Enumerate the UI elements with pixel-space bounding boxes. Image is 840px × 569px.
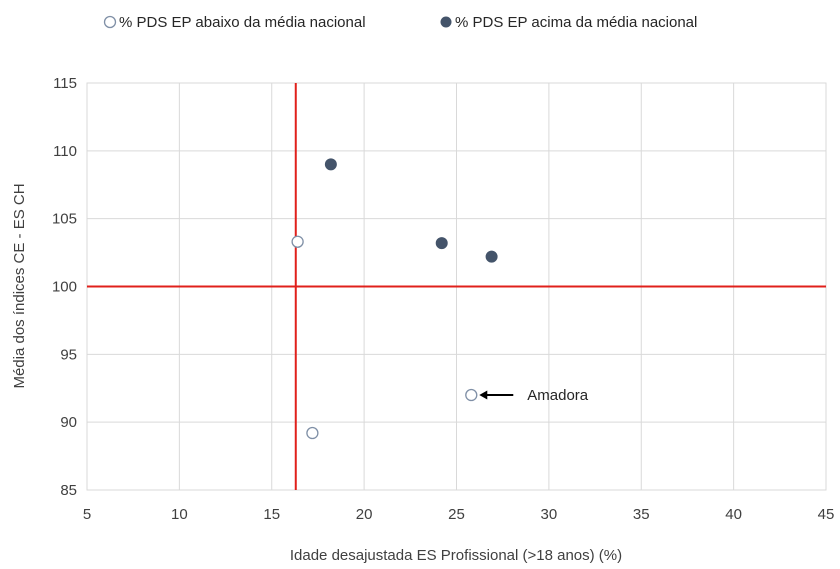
data-point-above-average bbox=[435, 237, 448, 250]
x-axis-ticks: 5 10 15 20 25 30 35 40 45 bbox=[83, 506, 835, 523]
x-tick-label: 25 bbox=[448, 506, 465, 523]
y-tick-label: 85 bbox=[60, 482, 77, 499]
y-tick-label: 95 bbox=[60, 346, 77, 363]
y-axis-label: Média dos índices CE - ES CH bbox=[11, 183, 28, 388]
y-tick-label: 105 bbox=[52, 211, 77, 228]
y-tick-label: 100 bbox=[52, 279, 77, 296]
legend-label-above-average: % PDS EP acima da média nacional bbox=[455, 14, 697, 31]
data-point-below-average bbox=[306, 426, 319, 440]
annotation-label: Amadora bbox=[527, 387, 589, 404]
legend: % PDS EP abaixo da média nacional % PDS … bbox=[103, 14, 697, 31]
y-tick-label: 90 bbox=[60, 414, 77, 431]
data-point-above-average bbox=[324, 158, 337, 171]
data-point-below-average bbox=[291, 235, 304, 248]
y-axis-ticks: 85 90 95 100 105 110 115 bbox=[52, 75, 77, 499]
x-tick-label: 35 bbox=[633, 506, 650, 523]
legend-label-below-average: % PDS EP abaixo da média nacional bbox=[119, 14, 366, 31]
y-tick-label: 115 bbox=[53, 75, 77, 92]
data-points bbox=[291, 158, 498, 440]
x-tick-label: 15 bbox=[263, 506, 280, 523]
x-tick-label: 5 bbox=[83, 506, 91, 523]
x-tick-label: 10 bbox=[171, 506, 188, 523]
x-tick-label: 40 bbox=[725, 506, 742, 523]
x-tick-label: 20 bbox=[356, 506, 373, 523]
legend-marker-below-average bbox=[103, 15, 117, 29]
data-point-below-average bbox=[465, 388, 478, 402]
x-axis-label: Idade desajustada ES Profissional (>18 a… bbox=[290, 547, 622, 564]
y-tick-label: 110 bbox=[53, 143, 77, 160]
x-tick-label: 45 bbox=[818, 506, 835, 523]
reference-lines bbox=[87, 83, 826, 490]
annotation-arrow-head bbox=[479, 390, 488, 400]
data-point-above-average bbox=[485, 250, 498, 263]
x-tick-label: 30 bbox=[541, 506, 558, 523]
annotations: Amadora bbox=[479, 387, 589, 404]
legend-marker-above-average bbox=[440, 16, 452, 28]
